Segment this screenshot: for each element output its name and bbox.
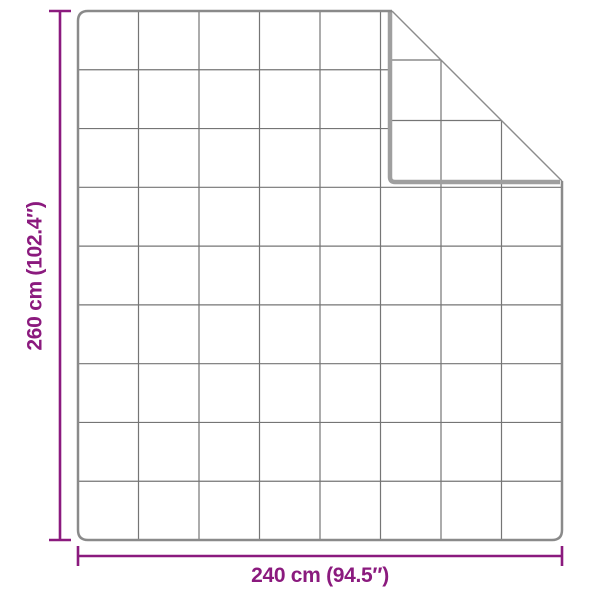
height-label: 260 cm (102.4″) bbox=[23, 201, 46, 350]
dimension-lines bbox=[49, 9, 564, 566]
width-label: 240 cm (94.5″) bbox=[251, 564, 389, 587]
fold-diagonal bbox=[391, 10, 563, 182]
blanket-outline bbox=[76, 9, 564, 542]
quilt-grid bbox=[78, 11, 562, 540]
fold-edge bbox=[387, 12, 560, 185]
